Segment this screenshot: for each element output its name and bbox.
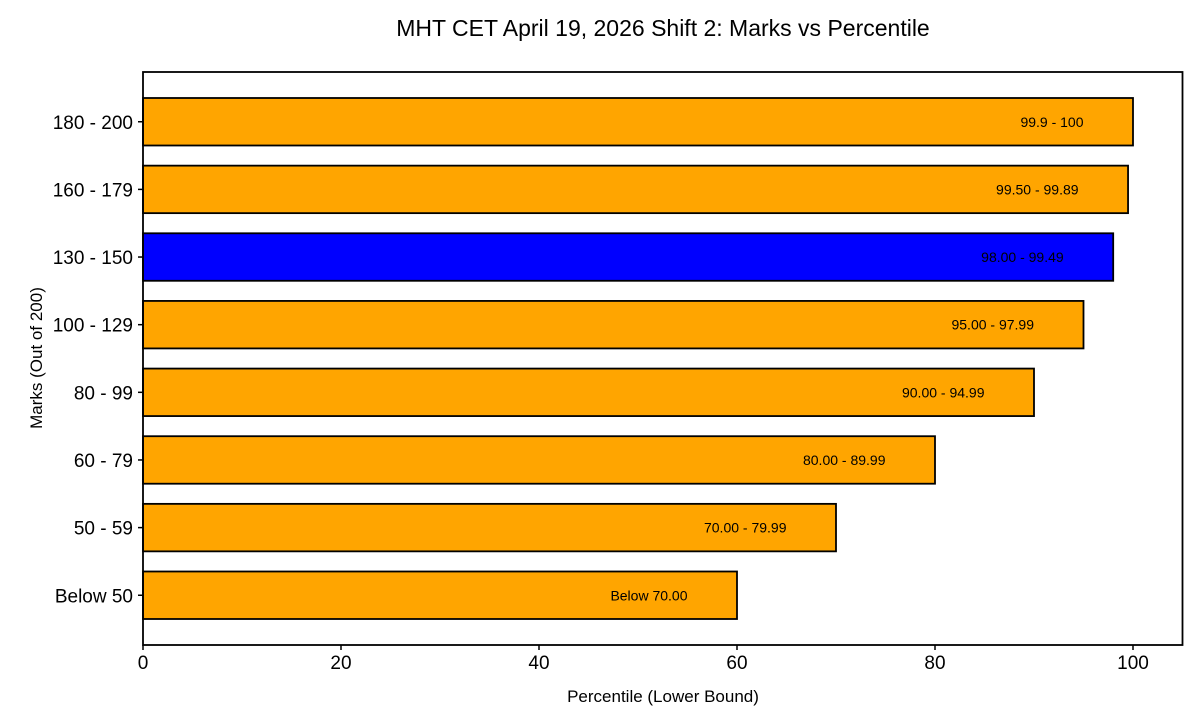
x-axis-ticks: 0 20 40 60 80 100 [138, 645, 1149, 674]
bar-value-label: 99.50 - 99.89 [996, 181, 1079, 197]
y-tick-label: 50 - 59 [74, 519, 133, 540]
y-tick-label: 80 - 99 [74, 383, 133, 404]
y-tick-label: 180 - 200 [53, 113, 133, 134]
x-tick-label: 60 [726, 653, 747, 674]
y-axis-ticks: 180 - 200 160 - 179 130 - 150 100 - 129 80 -… [53, 113, 143, 607]
y-tick-label: 60 - 79 [74, 451, 133, 472]
y-tick-label: 160 - 179 [53, 180, 133, 201]
bar [142, 164, 1129, 215]
bar-value-label: 99.9 - 100 [1020, 114, 1083, 130]
x-tick-label: 40 [528, 653, 549, 674]
plot-frame [142, 71, 1184, 646]
y-axis-label: Marks (Out of 200) [27, 287, 46, 429]
bar [142, 97, 1134, 147]
bar-value-label: 95.00 - 97.99 [951, 317, 1034, 333]
bars-group: 99.9 - 100 99.50 - 99.89 98.00 - 99.49 95.0… [142, 97, 1134, 620]
bar [142, 367, 1035, 417]
y-tick-label: 130 - 150 [53, 248, 133, 269]
bar [142, 232, 1115, 282]
y-tick-label: Below 50 [55, 586, 133, 607]
bar-value-label: 98.00 - 99.49 [981, 249, 1064, 265]
x-tick-label: 20 [330, 653, 351, 674]
bar-value-label: 70.00 - 79.99 [704, 520, 787, 536]
x-axis-label: Percentile (Lower Bound) [567, 687, 759, 706]
x-tick-label: 0 [138, 653, 149, 674]
chart-title: MHT CET April 19, 2026 Shift 2: Marks vs… [396, 15, 929, 41]
bar [142, 570, 738, 620]
y-tick-label: 100 - 129 [53, 316, 133, 337]
bar-value-label: 90.00 - 94.99 [902, 384, 985, 400]
bar [142, 502, 837, 553]
bar-value-label: Below 70.00 [610, 587, 687, 603]
bar-value-label: 80.00 - 89.99 [803, 452, 886, 468]
x-tick-label: 100 [1117, 653, 1149, 674]
bar [142, 435, 936, 485]
bar [142, 300, 1085, 350]
x-tick-label: 80 [924, 653, 945, 674]
